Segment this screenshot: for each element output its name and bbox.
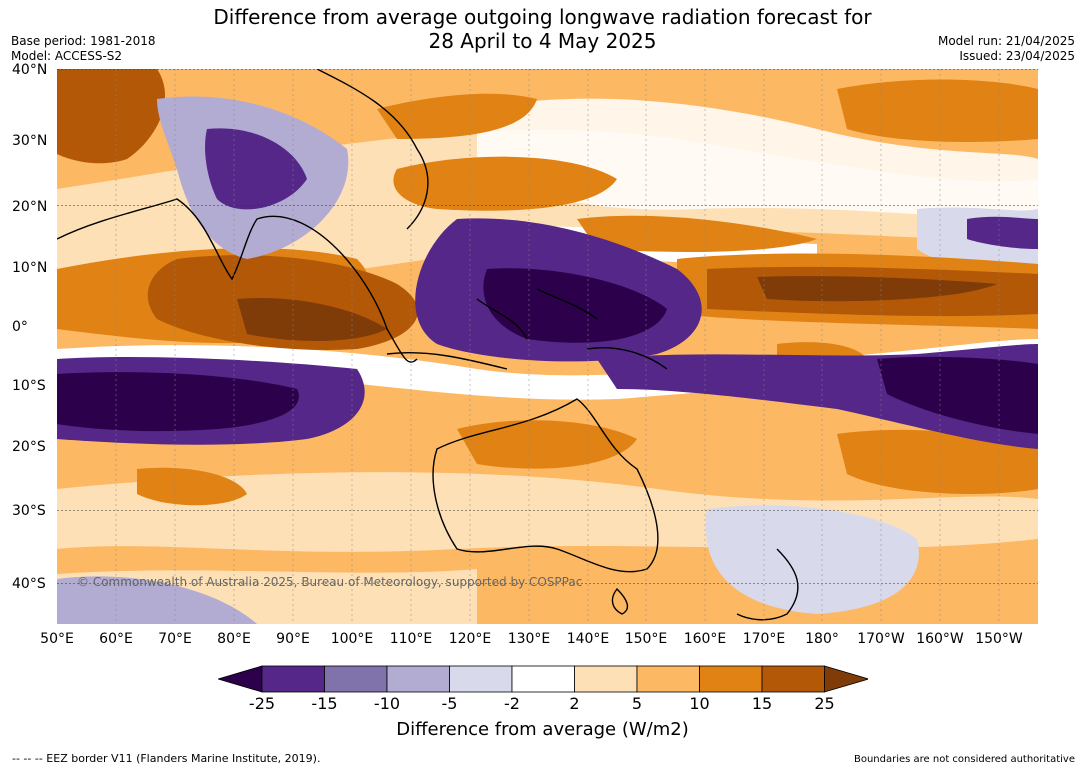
colorbar-segment — [636, 665, 700, 693]
white-zone-equator — [57, 339, 1038, 400]
longitude-label: 120°E — [448, 631, 492, 647]
issued-text: Issued: 23/04/2025 — [959, 49, 1075, 63]
longitude-label: 160°E — [683, 631, 727, 647]
colorbar-tick-label: 2 — [569, 694, 580, 713]
colorbar — [218, 665, 868, 693]
latitude-label: 40°N — [12, 62, 48, 78]
latitude-label: 10°S — [12, 378, 46, 394]
longitude-label: 170°W — [857, 631, 905, 647]
coastline-australia — [432, 398, 659, 573]
longitude-label: 130°E — [507, 631, 551, 647]
orange-zone-indian-ocean-south — [137, 467, 247, 506]
map-title-line2: 28 April to 4 May 2025 — [428, 29, 657, 53]
colorbar-segment — [449, 665, 513, 693]
latitude-label: 10°N — [12, 260, 48, 276]
boundary-disclaimer: Boundaries are not considered authoritat… — [853, 754, 1075, 765]
orange-zone-east-china-sea — [393, 156, 617, 211]
model-text: Model: ACCESS-S2 — [11, 49, 123, 63]
deep-purple-zone-south-pacific — [877, 356, 1038, 434]
longitude-label: 140°E — [566, 631, 610, 647]
longitude-label: 110°E — [389, 631, 433, 647]
latitude-label: 30°N — [12, 133, 48, 149]
coastline-new-zealand — [736, 548, 799, 621]
longitude-label: 160°W — [916, 631, 964, 647]
colorbar-segment — [261, 665, 325, 693]
coastline-new-guinea — [586, 347, 668, 370]
coastline-south-asia — [57, 198, 418, 363]
longitude-label: 90°E — [276, 631, 310, 647]
latitude-label: 20°S — [12, 439, 46, 455]
longitude-label: 150°E — [624, 631, 668, 647]
deep-purple-zone-indian-ocean — [57, 372, 299, 432]
colorbar-segment — [324, 665, 388, 693]
latitude-label: 30°S — [12, 503, 46, 519]
orange-zone-australia — [457, 420, 637, 469]
colorbar-tick-label: -10 — [373, 694, 401, 713]
coastline-tasmania — [611, 587, 629, 615]
copyright-text: © Commonwealth of Australia 2025, Bureau… — [77, 575, 583, 589]
colorbar-max-extension — [824, 665, 868, 693]
coastline-java — [386, 351, 508, 370]
model-run-text: Model run: 21/04/2025 — [937, 34, 1075, 48]
colorbar-tick-label: -15 — [311, 694, 338, 713]
longitude-label: 70°E — [158, 631, 192, 647]
eez-legend-text: -- -- -- EEZ border V11 (Flanders Marine… — [12, 752, 321, 765]
latitude-label: 20°N — [12, 199, 48, 215]
orange-zone-china — [377, 93, 537, 139]
brown-zone-arabia — [57, 69, 166, 164]
longitude-label: 150°W — [975, 631, 1023, 647]
colorbar-tick-label: -2 — [504, 694, 520, 713]
coastlines — [57, 69, 799, 621]
colorbar-segment — [761, 665, 825, 693]
colorbar-segment — [699, 665, 763, 693]
graticule — [57, 69, 1038, 584]
longitude-label: 180° — [805, 631, 839, 647]
lilac-zone-tasman — [705, 505, 919, 614]
white-zone-north-pacific — [477, 98, 1038, 219]
purple-zone-india — [205, 128, 307, 210]
dark-brown-zone-andaman — [237, 298, 387, 341]
longitude-label: 100°E — [330, 631, 374, 647]
colorbar-segment — [511, 665, 575, 693]
colorbar-tick-label: 25 — [814, 694, 835, 713]
map-title-line1: Difference from average outgoing longwav… — [213, 5, 872, 29]
latitude-label: 0° — [12, 319, 28, 335]
coastline-china — [316, 69, 429, 230]
longitude-label: 50°E — [40, 631, 74, 647]
longitude-label: 80°E — [217, 631, 251, 647]
coastline-borneo-sulawesi — [476, 288, 598, 340]
purple-zone-hawaii — [967, 216, 1038, 249]
lilac-zone-southwest — [57, 576, 257, 624]
colorbar-min-extension — [218, 665, 263, 693]
colorbar-tick-label: 5 — [631, 694, 643, 713]
colorbar-tick-label: 10 — [689, 694, 710, 713]
base-period-text: Base period: 1981-2018 — [11, 34, 156, 48]
longitude-label: 170°E — [742, 631, 786, 647]
latitude-label: 40°S — [12, 576, 46, 592]
colorbar-segment — [574, 665, 638, 693]
colorbar-tick-label: 15 — [751, 694, 773, 713]
colorbar-tick-label: -5 — [441, 694, 458, 713]
dark-brown-zone-central-pacific — [757, 276, 997, 302]
colorbar-title: Difference from average (W/m2) — [396, 719, 689, 740]
colorbar-tick-label: -25 — [248, 694, 276, 713]
orange-zone-north-pacific — [837, 79, 1038, 142]
longitude-label: 60°E — [99, 631, 133, 647]
colorbar-segment — [386, 665, 450, 693]
orange-zone-south-pacific — [837, 429, 1038, 494]
orange-zone-philippine-sea — [577, 215, 817, 252]
olr-anomaly-map — [57, 69, 1038, 624]
